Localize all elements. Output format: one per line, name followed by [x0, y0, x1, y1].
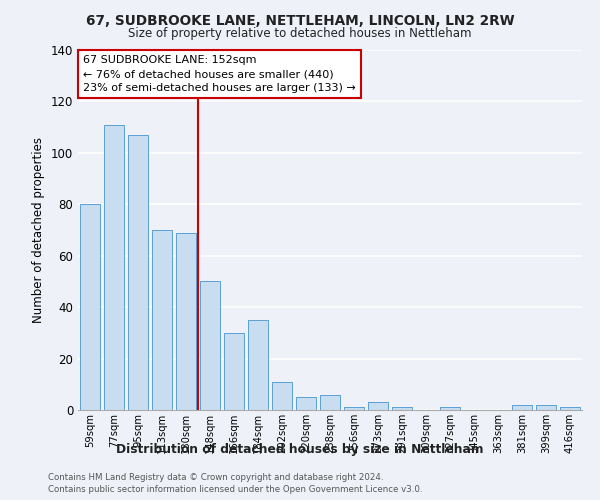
Bar [176, 232, 196, 410]
Bar [248, 320, 268, 410]
Bar [128, 135, 148, 410]
Bar [392, 408, 412, 410]
Y-axis label: Number of detached properties: Number of detached properties [32, 137, 45, 323]
Bar [104, 124, 124, 410]
Bar [536, 405, 556, 410]
Text: 67 SUDBROOKE LANE: 152sqm
← 76% of detached houses are smaller (440)
23% of semi: 67 SUDBROOKE LANE: 152sqm ← 76% of detac… [83, 56, 356, 94]
Bar [296, 397, 316, 410]
Bar [320, 394, 340, 410]
Text: Contains HM Land Registry data © Crown copyright and database right 2024.: Contains HM Land Registry data © Crown c… [48, 472, 383, 482]
Bar [344, 408, 364, 410]
Bar [560, 408, 580, 410]
Text: 67, SUDBROOKE LANE, NETTLEHAM, LINCOLN, LN2 2RW: 67, SUDBROOKE LANE, NETTLEHAM, LINCOLN, … [86, 14, 514, 28]
Bar [200, 282, 220, 410]
Bar [152, 230, 172, 410]
Bar [80, 204, 100, 410]
Bar [512, 405, 532, 410]
Bar [272, 382, 292, 410]
Bar [224, 333, 244, 410]
Text: Size of property relative to detached houses in Nettleham: Size of property relative to detached ho… [128, 28, 472, 40]
Text: Contains public sector information licensed under the Open Government Licence v3: Contains public sector information licen… [48, 485, 422, 494]
Bar [440, 408, 460, 410]
Text: Distribution of detached houses by size in Nettleham: Distribution of detached houses by size … [116, 442, 484, 456]
Bar [368, 402, 388, 410]
